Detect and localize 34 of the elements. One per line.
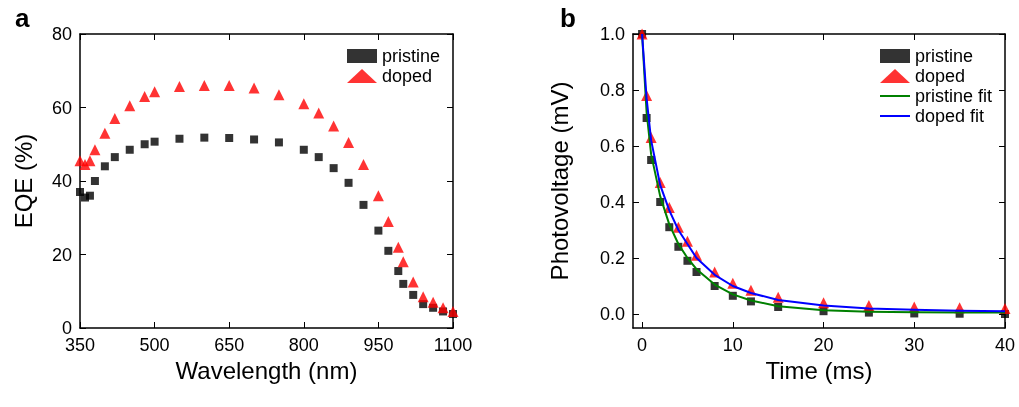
legend-label: doped fit (914, 106, 985, 126)
y-tick-label: 40 (51, 171, 72, 191)
legend-label: pristine fit (914, 86, 992, 106)
y-tick-label: 60 (51, 97, 72, 118)
x-tick-label: 500 (139, 335, 170, 355)
y-tick-label: 0 (61, 318, 72, 338)
chart-title: b (560, 3, 576, 33)
y-tick-label: 0.2 (599, 248, 625, 268)
y-axis-title: Photovoltage (mV) (545, 81, 573, 281)
x-tick-label: 650 (214, 335, 245, 355)
x-tick-label: 1100 (433, 335, 473, 355)
chart-title: a (15, 3, 30, 33)
y-tick-label: 1.0 (599, 24, 625, 44)
x-tick-label: 40 (994, 335, 1016, 355)
y-tick-label: 0.6 (599, 136, 625, 156)
legend-label: pristine (914, 46, 973, 66)
x-tick-label: 0 (637, 335, 648, 355)
x-tick-label: 30 (904, 335, 925, 355)
legend-label: pristine (381, 46, 441, 66)
x-tick-label: 10 (722, 335, 743, 355)
y-tick-label: 0.4 (599, 192, 625, 212)
x-tick-label: 350 (64, 335, 96, 355)
x-tick-label: 950 (363, 335, 394, 355)
legend-label: doped (381, 66, 433, 86)
y-tick-label: 20 (51, 244, 72, 265)
x-axis-title: Wavelength (nm) (175, 357, 358, 385)
x-tick-label: 800 (288, 335, 319, 355)
x-tick-label: 20 (813, 335, 834, 355)
y-tick-label: 0.8 (599, 80, 625, 100)
y-axis-title: EQE (%) (9, 133, 37, 229)
x-axis-title: Time (ms) (765, 357, 873, 385)
y-tick-label: 80 (51, 24, 72, 44)
legend-label: doped (914, 66, 966, 86)
y-tick-label: 0.0 (599, 304, 625, 324)
